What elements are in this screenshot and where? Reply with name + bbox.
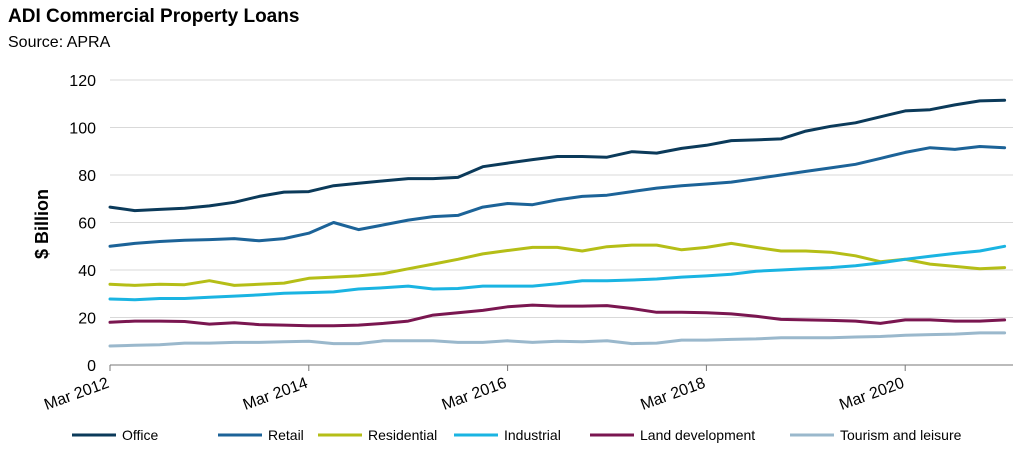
y-tick-label: 20 (78, 311, 96, 328)
gridlines (110, 79, 1013, 366)
y-tick-label: 40 (78, 263, 96, 280)
y-tick-label: 60 (78, 216, 96, 233)
legend-label: Tourism and leisure (840, 427, 962, 443)
x-tick-label: Mar 2012 (42, 375, 111, 414)
y-axis-label: $ Billion (32, 189, 52, 259)
legend-label: Industrial (504, 427, 561, 443)
series-line-office (108, 98, 1007, 213)
series-line-tourism-and-leisure (108, 331, 1007, 348)
y-axis-ticks: 0 20 40 60 80 100 120 (69, 73, 96, 375)
legend-item-land-development: Land development (590, 427, 755, 443)
legend-item-residential: Residential (318, 427, 437, 443)
x-tick-label: Mar 2016 (440, 375, 509, 414)
x-tick-label: Mar 2018 (638, 375, 707, 414)
legend-label: Land development (640, 427, 755, 443)
legend-item-office: Office (72, 427, 159, 443)
series-line-industrial (108, 244, 1007, 302)
legend-item-retail: Retail (218, 427, 304, 443)
x-tick-label: Mar 2020 (837, 375, 906, 414)
y-tick-label: 120 (69, 73, 96, 90)
legend: Office Retail Residential Industrial Land de… (72, 427, 962, 443)
chart-title: ADI Commercial Property Loans (8, 6, 300, 27)
legend-item-industrial: Industrial (454, 427, 561, 443)
y-tick-label: 100 (69, 121, 96, 138)
x-axis-ticks: Mar 2012 Mar 2014 Mar 2016 Mar 2018 Mar 2020 (42, 365, 907, 414)
legend-label: Retail (268, 427, 304, 443)
series-line-land-development (108, 303, 1007, 328)
x-tick-label: Mar 2014 (241, 375, 310, 414)
y-tick-label: 0 (87, 358, 96, 375)
legend-label: Office (122, 427, 159, 443)
series-line-residential (108, 241, 1007, 287)
series-line-retail (108, 145, 1007, 248)
legend-label: Residential (368, 427, 437, 443)
y-tick-label: 80 (78, 168, 96, 185)
chart-subtitle: Source: APRA (8, 34, 111, 51)
legend-item-tourism-and-leisure: Tourism and leisure (790, 427, 962, 443)
series-lines (108, 98, 1007, 348)
